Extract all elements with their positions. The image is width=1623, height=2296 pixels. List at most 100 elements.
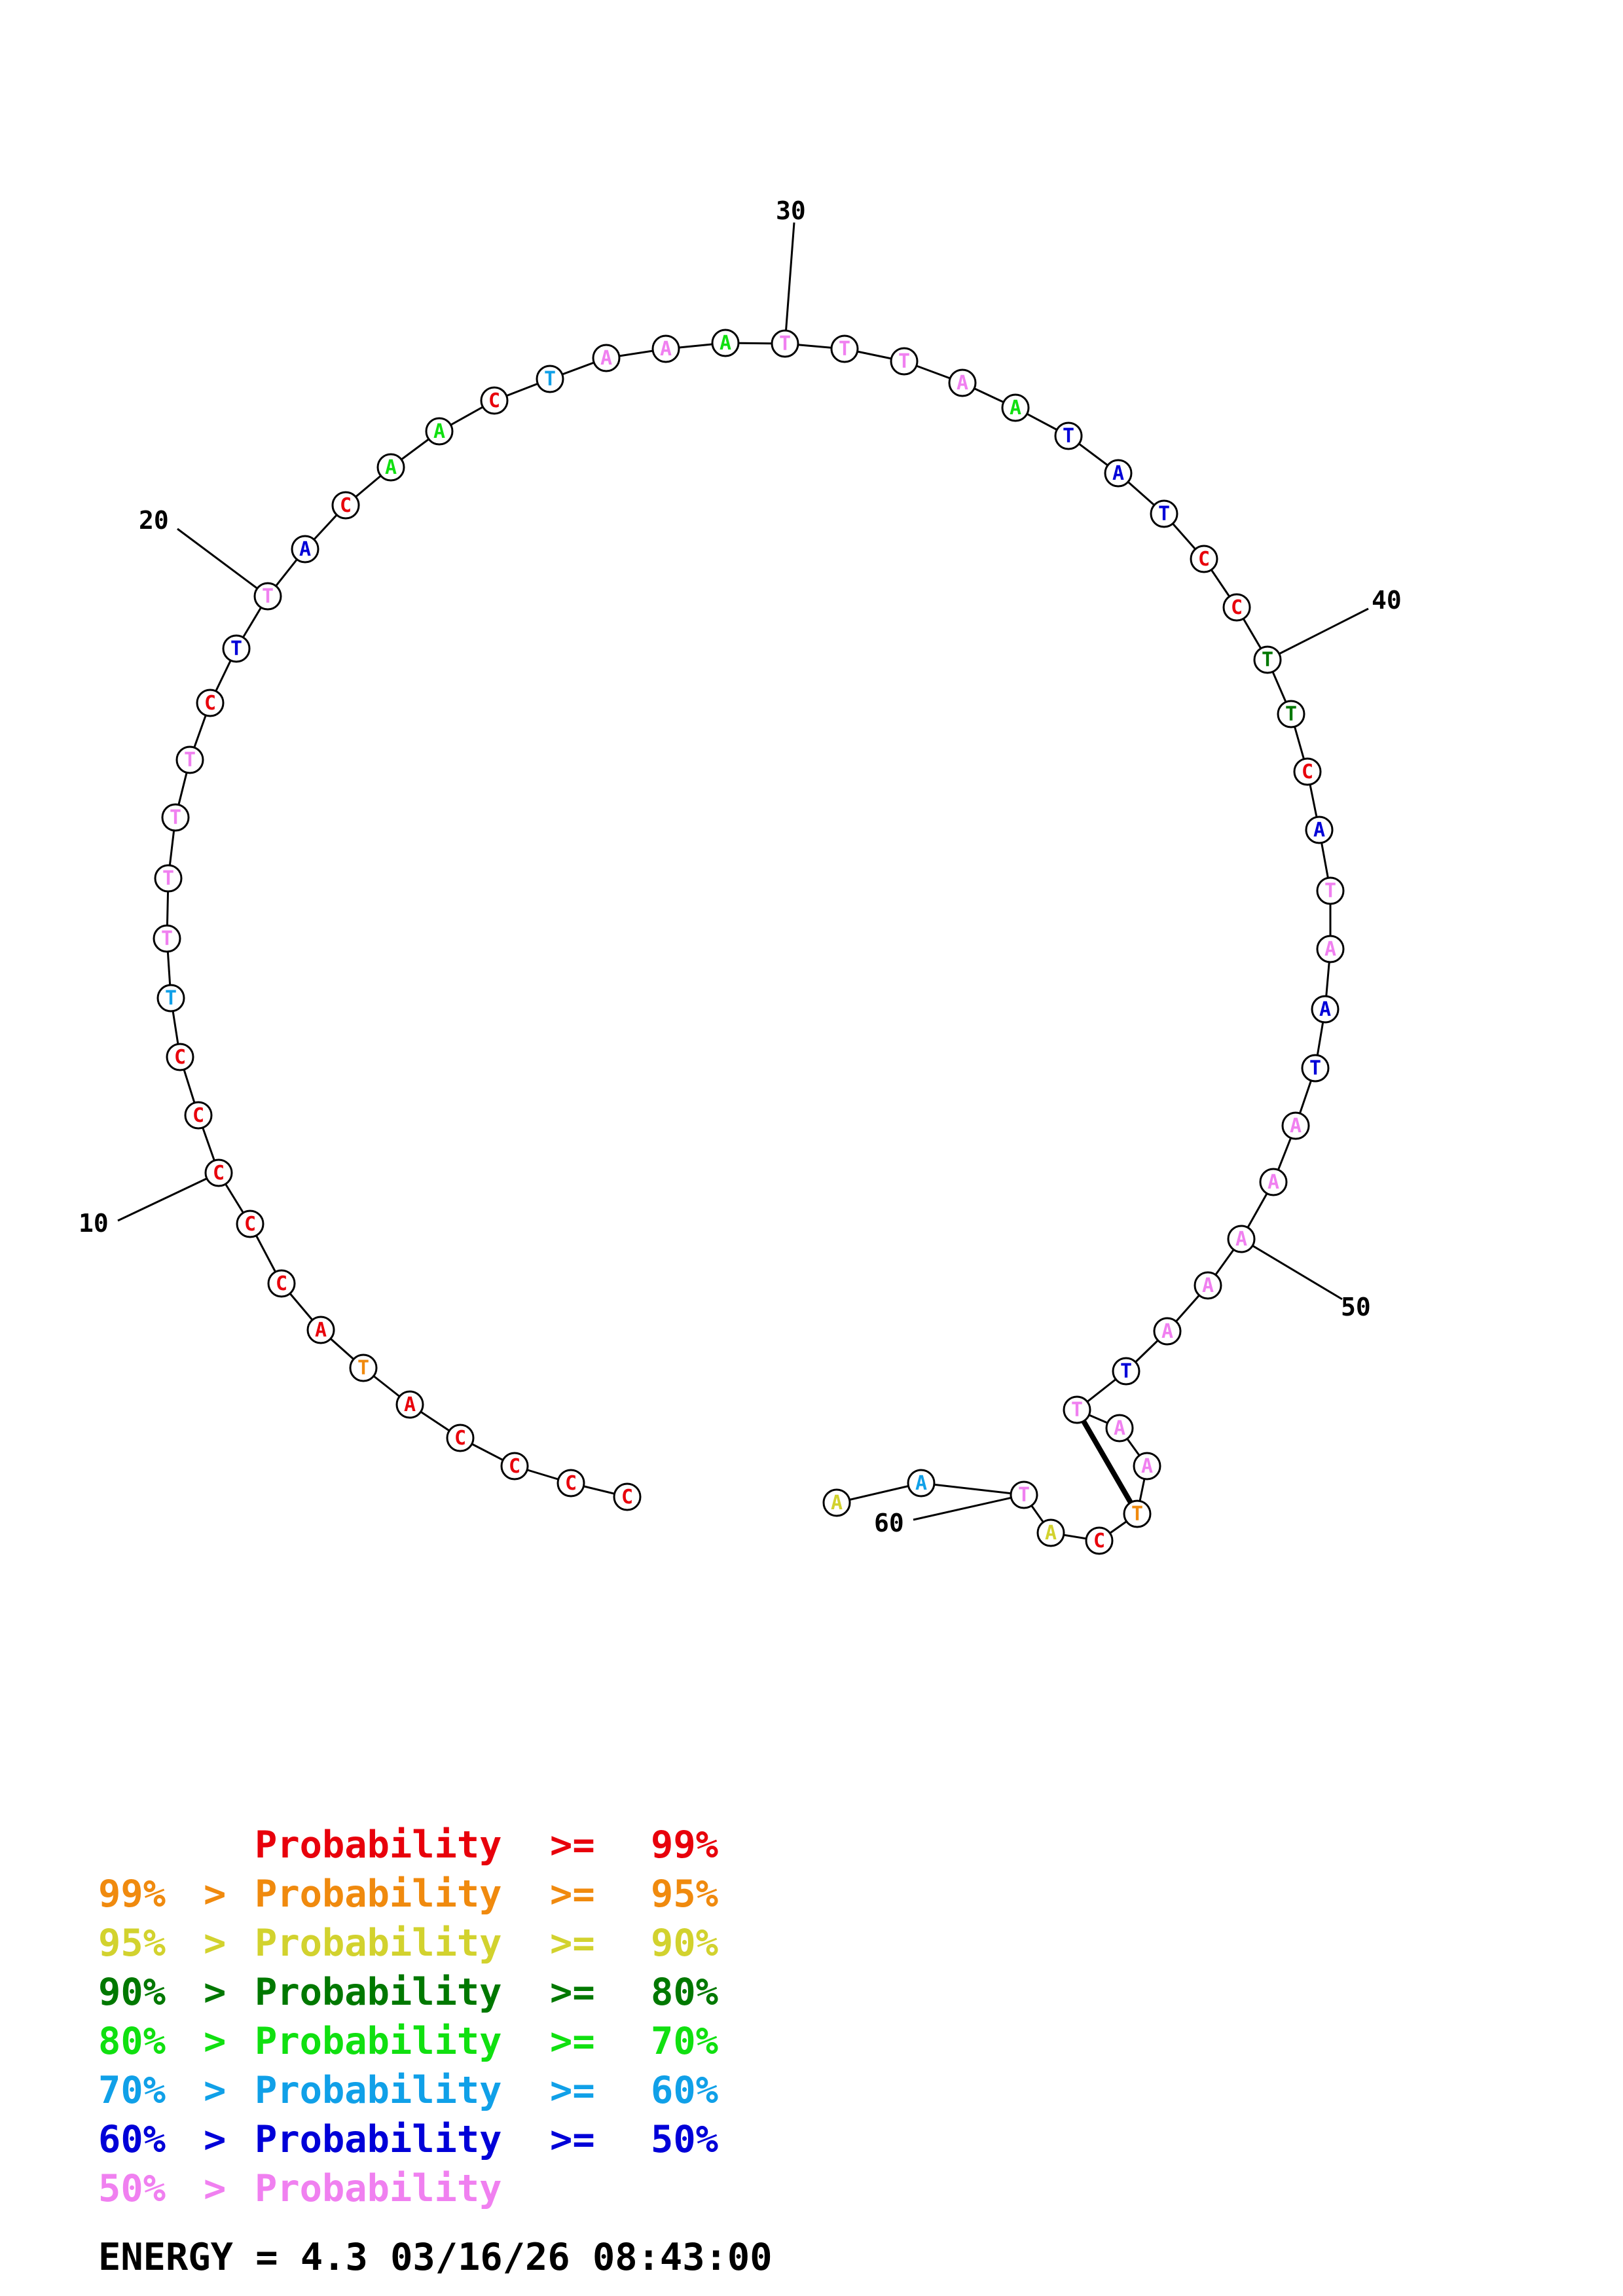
nucleotide: T [1010,1480,1038,1509]
nucleotide: C [1293,757,1322,786]
nucleotide: T [536,365,564,393]
nucleotide-circle [651,334,680,363]
nucleotide: A [948,368,977,397]
nucleotide-circle [536,365,564,393]
nucleotide-letter: A [1114,1417,1125,1440]
nucleotide: A [1036,1518,1065,1547]
nucleotide: A [1001,393,1030,422]
legend-op: > [204,2069,226,2112]
nucleotide-circle [1253,645,1282,674]
legend-left: 80% [98,2020,166,2063]
nucleotide: T [1054,422,1083,450]
nucleotide-circle [1105,1414,1134,1443]
nucleotide-letter: T [161,927,173,950]
nucleotide: A [1133,1452,1161,1480]
nucleotide-circle [822,1488,851,1517]
nucleotide: A [425,417,454,446]
tick-line [784,222,795,344]
nucleotide-letter: A [1141,1455,1153,1478]
nucleotide-circle [1222,593,1251,622]
legend-rel: >= [550,1823,595,1867]
nucleotide-letter: T [357,1357,369,1380]
legend-label: Probability [255,2069,502,2112]
nucleotide: T [161,803,190,832]
nucleotide: A [907,1469,936,1498]
nucleotide-circle [1305,816,1334,844]
backbone-segment [921,1482,1025,1496]
legend-op: > [204,2167,226,2210]
nucleotide-circle [222,634,251,663]
legend-right: 90% [651,1922,718,1965]
nucleotide: C [446,1424,475,1452]
nucleotide-circle [907,1469,936,1498]
nucleotide-circle [1001,393,1030,422]
nucleotide-circle [480,386,509,415]
nucleotide: T [1253,645,1282,674]
nucleotide-letter: A [1112,462,1124,485]
nucleotide: T [253,582,282,611]
legend-label: Probability [255,1823,502,1867]
nucleotide-letter: T [1309,1057,1321,1080]
nucleotide: T [153,924,181,953]
legend-rel: >= [550,1873,595,1916]
nucleotide: T [156,984,185,1013]
nucleotide-circle [204,1158,233,1187]
nucleotide: C [196,689,225,717]
nucleotide-circle [1227,1225,1256,1253]
nucleotide-circle [425,417,454,446]
legend-rel: >= [550,2069,595,2112]
legend-rel: >= [550,1971,595,2014]
legend-left: 70% [98,2069,166,2112]
nucleotide-circle [1054,422,1083,450]
nucleotide-circle [331,491,360,520]
position-ticks: 10 20 30 40 50 60 [79,196,1402,1537]
nucleotide-circle [184,1101,213,1130]
nucleotide-letter: A [1324,938,1336,961]
nucleotide-letter: T [779,332,791,355]
legend-right: 60% [651,2069,718,2112]
nucleotide-circle [1311,995,1340,1024]
nucleotide: T [890,347,919,376]
nucleotide-circle [154,864,183,893]
nucleotide: A [651,334,680,363]
nucleotide-circle [890,347,919,376]
tick-label: 20 [139,506,169,535]
nucleotide-circle [175,745,204,774]
nucleotide-letter: T [839,338,850,361]
nucleotide-letter: C [340,494,352,517]
nucleotide: C [331,491,360,520]
energy-and-timestamp: ENERGY = 4.3 03/16/26 08:43:00 [98,2236,773,2279]
nucleotide: A [592,344,621,372]
nucleotide-circle [291,535,319,564]
nucleotide-letter: A [1290,1115,1302,1138]
nucleotide-letter: A [720,332,731,355]
nucleotide-circle [1036,1518,1065,1547]
nucleotide-letter: T [1158,503,1170,526]
nucleotide-letter: T [544,368,556,391]
nucleotide: A [1281,1111,1310,1140]
probability-legend: Probability >= 99% 99% > Probability >= 95% 95% >… [98,1823,718,2210]
nucleotide-letter: A [404,1393,416,1416]
nucleotide: A [1316,935,1345,963]
nucleotide-circle [267,1269,296,1298]
nucleotide-letter: T [162,867,174,890]
nucleotide: T [1112,1357,1140,1386]
base-pair-bonds [1074,1408,1140,1516]
nucleotide-circle [161,803,190,832]
nucleotide-letter: A [831,1492,843,1515]
nucleotide: T [1301,1054,1330,1083]
nucleotide-circle [446,1424,475,1452]
nucleotide-circle [156,984,185,1013]
legend-rel: >= [550,1922,595,1965]
nucleotide: T [1316,876,1345,905]
nucleotide-circle [1293,757,1322,786]
nucleotide: A [306,1316,335,1344]
nucleotide-circle [1133,1452,1161,1480]
nucleotide-circle [236,1210,264,1238]
nucleotide-letter: C [276,1272,287,1295]
nucleotide: A [1259,1168,1288,1196]
nucleotide: A [376,453,405,482]
nucleotide: T [154,864,183,893]
backbone-segment [836,1482,922,1504]
